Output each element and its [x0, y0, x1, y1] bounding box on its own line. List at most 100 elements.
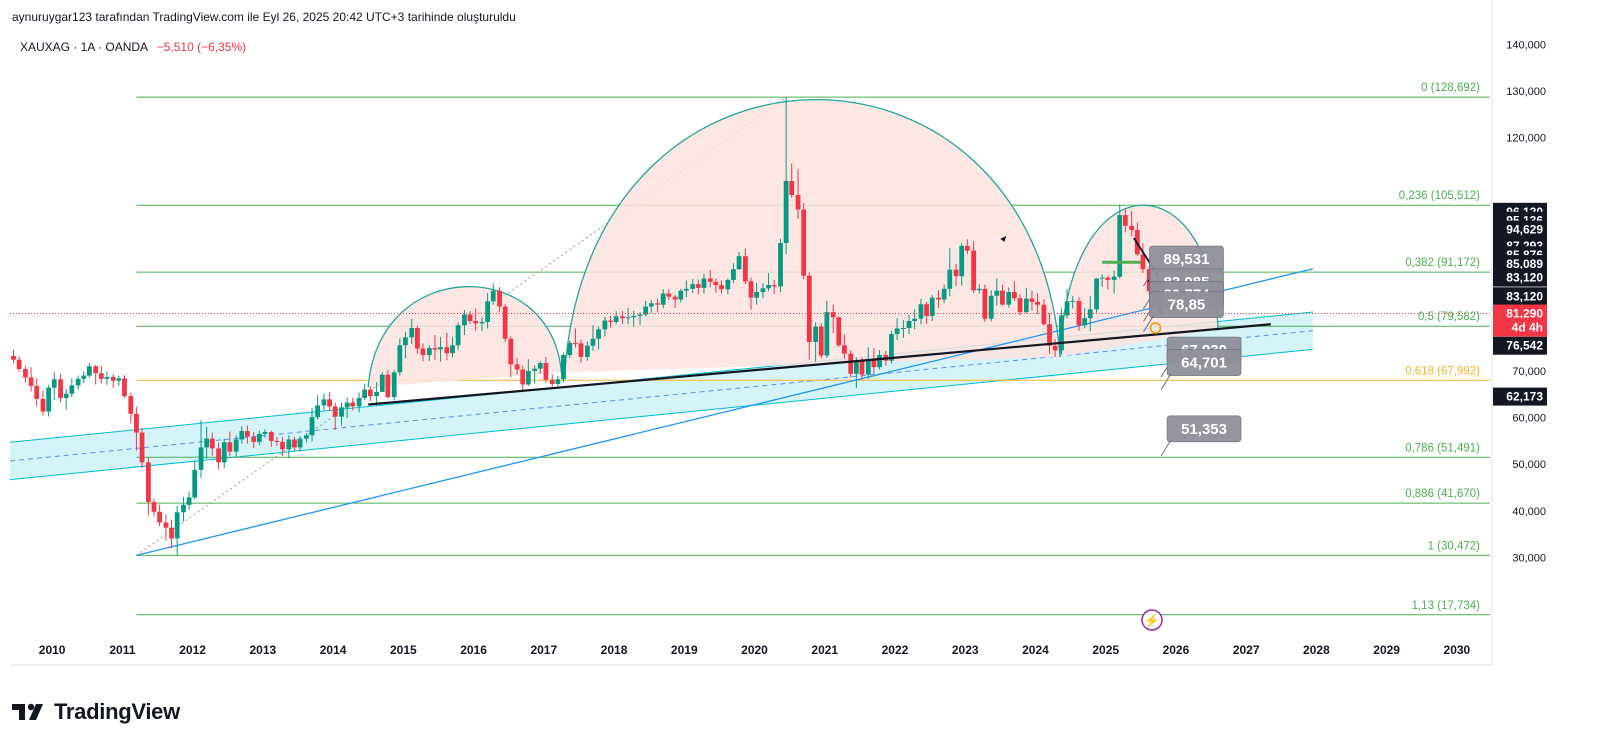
- price-callout-tail: [1143, 315, 1154, 333]
- candle-up: [725, 279, 731, 290]
- candle-up: [929, 297, 935, 316]
- candle-up: [186, 497, 192, 505]
- candle-up: [374, 391, 380, 397]
- candle-up: [315, 405, 321, 418]
- candle-down: [157, 511, 162, 523]
- candle-down: [134, 413, 139, 433]
- candle-down: [1105, 277, 1111, 280]
- candle-down: [795, 195, 801, 210]
- candle-down: [251, 436, 257, 442]
- candle-up: [1082, 318, 1088, 326]
- candle-up: [602, 320, 608, 330]
- candle-down: [23, 369, 28, 378]
- fib-labels-layer: 0 (128,692) 0,236 (105,512) 0,382 (91,172)…: [1399, 82, 1480, 612]
- candle-down: [1140, 254, 1146, 270]
- candle-down: [789, 181, 795, 196]
- candle-down: [209, 438, 215, 449]
- candle-down: [514, 364, 520, 370]
- candle-up: [490, 290, 496, 302]
- candle-down: [1029, 298, 1035, 302]
- candle-up: [304, 435, 309, 439]
- candle-up: [643, 306, 649, 315]
- overlay-layer: ⚡: [10, 235, 1492, 631]
- candle-down: [332, 406, 338, 417]
- candle-down: [953, 269, 959, 277]
- price-change: −5,510 (−6,35%): [156, 40, 247, 54]
- candle-up: [1006, 292, 1012, 305]
- candle-up: [660, 293, 666, 305]
- price-axis-tag: [1493, 304, 1547, 323]
- grid-layer: [10, 0, 1493, 666]
- x-tick-label: 2028: [1303, 643, 1330, 657]
- tradingview-logo[interactable]: TradingView: [12, 699, 180, 725]
- candle-up: [631, 315, 637, 318]
- candle-down: [1076, 300, 1082, 326]
- fib-level-label: 0,5 (79,582): [1418, 311, 1480, 323]
- fib-level-label: 1 (30,472): [1428, 540, 1481, 552]
- cursor-arrow-icon: [1000, 235, 1007, 242]
- y-tick-label: 30,000: [1512, 553, 1546, 565]
- candle-down: [245, 431, 250, 437]
- candle-up: [462, 314, 467, 326]
- candle-down: [350, 402, 356, 407]
- candle-down: [508, 338, 514, 365]
- candle-up: [438, 347, 443, 350]
- candle-up: [1070, 300, 1076, 302]
- candle-up: [63, 393, 69, 398]
- price-axis-tag: [1493, 287, 1547, 306]
- candle-up: [286, 439, 292, 450]
- price-axis-tag: [1493, 318, 1547, 337]
- candle-down: [420, 348, 426, 356]
- candle-up: [994, 290, 1000, 296]
- candle-up: [613, 316, 619, 322]
- x-tick-label: 2021: [811, 643, 838, 657]
- candle-up: [174, 512, 180, 539]
- candle-up: [455, 325, 461, 346]
- candle-up: [584, 345, 590, 357]
- candle-down: [964, 245, 970, 251]
- fib-level-label: 0,618 (67,992): [1405, 365, 1480, 377]
- fib-level-label: 1,13 (17,734): [1412, 600, 1481, 612]
- candle-up: [918, 304, 924, 319]
- candle-up: [760, 288, 766, 293]
- y-tick-label: 50,000: [1512, 459, 1546, 471]
- candle-down: [1035, 301, 1040, 305]
- candle-down: [28, 377, 34, 386]
- candle-up: [397, 345, 403, 373]
- candle-up: [532, 368, 538, 371]
- candle-down: [151, 502, 157, 512]
- alert-marker-icon: [1149, 322, 1162, 334]
- candle-down: [1041, 304, 1047, 325]
- candle-up: [778, 243, 783, 287]
- candle-up: [239, 431, 245, 440]
- candle-down: [93, 366, 99, 374]
- y-tick-label: 130,000: [1506, 86, 1546, 98]
- fib-level-label: 0,236 (105,512): [1399, 190, 1480, 202]
- price-axis-tag: [1493, 220, 1547, 239]
- candle-down: [1012, 292, 1017, 299]
- candle-down: [163, 522, 169, 528]
- candle-up: [362, 389, 368, 398]
- candle-up: [813, 326, 819, 342]
- chart-attribution: aynuruygar123 tarafından TradingView.com…: [12, 10, 516, 24]
- candle-down: [836, 317, 842, 346]
- candle-up: [116, 378, 122, 381]
- candle-down: [128, 396, 134, 414]
- candle-up: [976, 288, 982, 291]
- candle-up: [356, 397, 362, 407]
- candle-up: [731, 269, 736, 280]
- x-tick-label: 2018: [601, 643, 628, 657]
- price-callout-box: [1166, 349, 1242, 376]
- candle-up: [46, 387, 52, 412]
- x-tick-label: 2010: [39, 643, 66, 657]
- x-tick-label: 2020: [741, 643, 768, 657]
- symbol-info[interactable]: XAUXAG · 1A · OANDA −5,510 (−6,35%): [20, 40, 246, 54]
- arc-pattern-fill: [368, 286, 562, 388]
- candles-layer: [11, 97, 1163, 556]
- price-axis-tag-label: 94,629: [1506, 223, 1543, 237]
- candle-up: [391, 372, 397, 398]
- candle-up: [256, 433, 262, 442]
- candle-down: [327, 399, 332, 407]
- candle-up: [192, 469, 198, 498]
